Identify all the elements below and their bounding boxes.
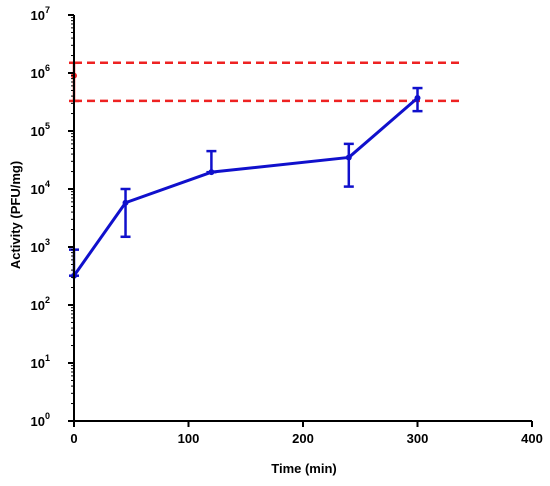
y-tick-label: 104 [31, 179, 50, 197]
y-tick-label: 102 [31, 295, 50, 313]
x-axis-title: Time (min) [271, 461, 337, 476]
series-line [72, 96, 419, 277]
y-tick-label: 101 [31, 353, 50, 371]
data-point [208, 169, 215, 176]
y-tick-label: 103 [31, 237, 50, 255]
x-tick-label: 100 [178, 431, 200, 446]
x-tick-label: 400 [521, 431, 543, 446]
chart-marks [69, 61, 464, 279]
x-tick-label: 0 [70, 431, 77, 446]
x-tick-label: 200 [292, 431, 314, 446]
data-point [414, 95, 421, 102]
y-tick-label: 106 [31, 63, 50, 81]
y-tick-label: 100 [31, 411, 50, 429]
y-tick-label: 105 [31, 121, 50, 139]
y-axis-title: Activity (PFU/mg) [8, 161, 23, 269]
data-point [345, 154, 352, 161]
x-tick-label: 300 [407, 431, 429, 446]
axis-ticks: 0 100 200 300 400 100 101 102 103 104 105 106 107 [31, 5, 543, 446]
y-tick-label: 107 [31, 5, 50, 23]
data-point [122, 199, 129, 206]
